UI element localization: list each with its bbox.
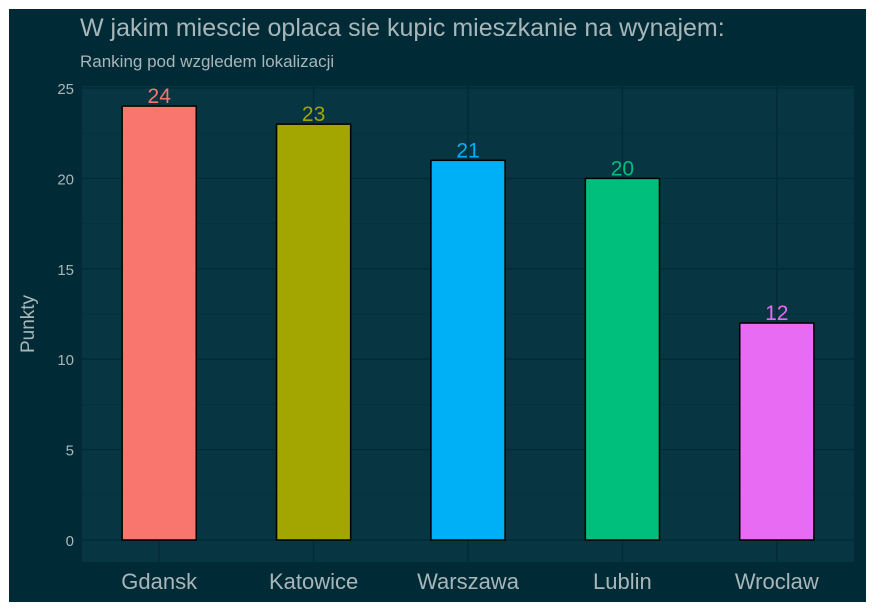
y-tick-label: 15 [57,262,74,279]
y-tick-label: 0 [66,533,74,550]
x-tick-label: Warszawa [417,569,520,594]
y-tick-label: 25 [57,81,74,98]
x-tick-label: Katowice [269,569,358,594]
bar-lublin [584,177,661,541]
data-label-katowice: 23 [302,103,325,126]
chart-title: W jakim miescie oplaca sie kupic mieszka… [80,14,725,42]
x-tick-label: Lublin [593,569,652,594]
bar-wroclaw [738,322,815,541]
y-tick-label: 20 [57,171,74,188]
data-label-wroclaw: 12 [765,302,788,325]
y-tick-label: 10 [57,352,74,369]
data-label-lublin: 20 [611,157,634,180]
x-tick-label: Wroclaw [735,569,819,594]
y-tick-label: 5 [66,443,74,460]
x-tick-label: Gdansk [121,569,198,594]
y-axis-title: Punkty [18,294,39,353]
bar-gdansk [121,105,198,541]
bar-warszawa [430,159,506,541]
data-label-warszawa: 21 [456,139,479,162]
data-label-gdansk: 24 [148,85,172,108]
chart-subtitle: Ranking pod wzgledem lokalizacji [80,52,335,71]
bar-katowice [275,123,352,541]
